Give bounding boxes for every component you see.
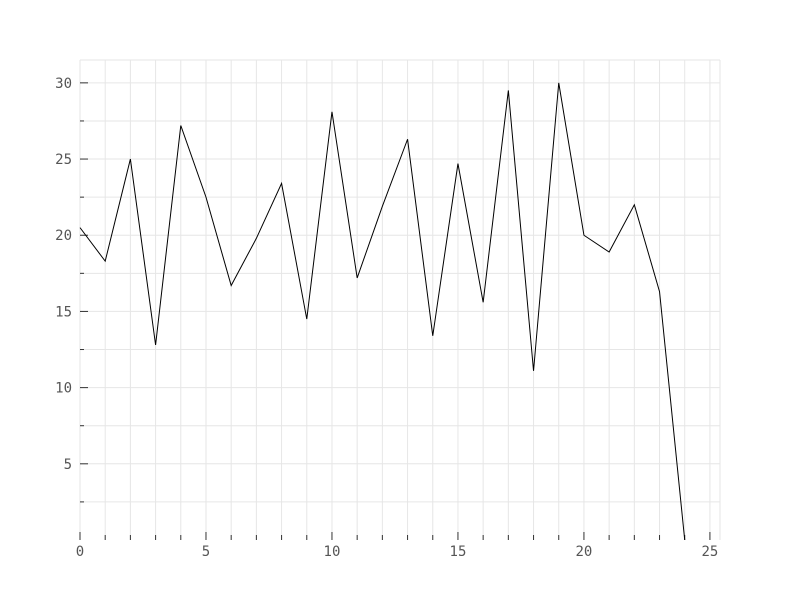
data-point bbox=[457, 163, 458, 164]
data-point bbox=[382, 206, 383, 207]
y-tick-label: 5 bbox=[64, 457, 72, 473]
y-tick-label: 25 bbox=[55, 152, 72, 168]
data-point bbox=[533, 370, 534, 371]
data-point bbox=[357, 277, 358, 278]
y-tick-label: 15 bbox=[55, 304, 72, 320]
data-point bbox=[180, 125, 181, 126]
y-tick-label: 10 bbox=[55, 381, 72, 397]
x-tick-label: 20 bbox=[576, 544, 593, 560]
grid bbox=[79, 59, 721, 540]
x-tick-label: 0 bbox=[76, 544, 84, 560]
data-point bbox=[281, 183, 282, 184]
data-point bbox=[432, 335, 433, 336]
data-point bbox=[256, 238, 257, 239]
data-point bbox=[684, 540, 685, 541]
series-layer bbox=[79, 82, 686, 541]
y-tick-label: 30 bbox=[55, 76, 72, 92]
data-point bbox=[80, 227, 81, 228]
x-tick-label: 10 bbox=[324, 544, 341, 560]
x-tick-label: 15 bbox=[450, 544, 467, 560]
x-tick-label: 5 bbox=[202, 544, 210, 560]
data-point bbox=[558, 82, 559, 83]
data-point bbox=[205, 197, 206, 198]
data-point bbox=[155, 344, 156, 345]
data-point bbox=[306, 319, 307, 320]
series-line bbox=[79, 82, 686, 541]
data-point bbox=[331, 111, 332, 112]
ticks bbox=[79, 82, 711, 540]
data-point bbox=[231, 285, 232, 286]
x-tick-label: 25 bbox=[701, 544, 718, 560]
data-point bbox=[583, 235, 584, 236]
data-point bbox=[407, 139, 408, 140]
data-point bbox=[609, 252, 610, 253]
data-point bbox=[508, 90, 509, 91]
y-tick-label: 20 bbox=[55, 228, 72, 244]
data-point bbox=[659, 291, 660, 292]
data-point bbox=[130, 159, 131, 160]
data-point bbox=[105, 261, 106, 262]
data-point bbox=[634, 204, 635, 205]
tick-labels: 0 5 10 15 20 25 5 10 15 20 25 30 bbox=[55, 76, 718, 560]
data-point bbox=[483, 302, 484, 303]
